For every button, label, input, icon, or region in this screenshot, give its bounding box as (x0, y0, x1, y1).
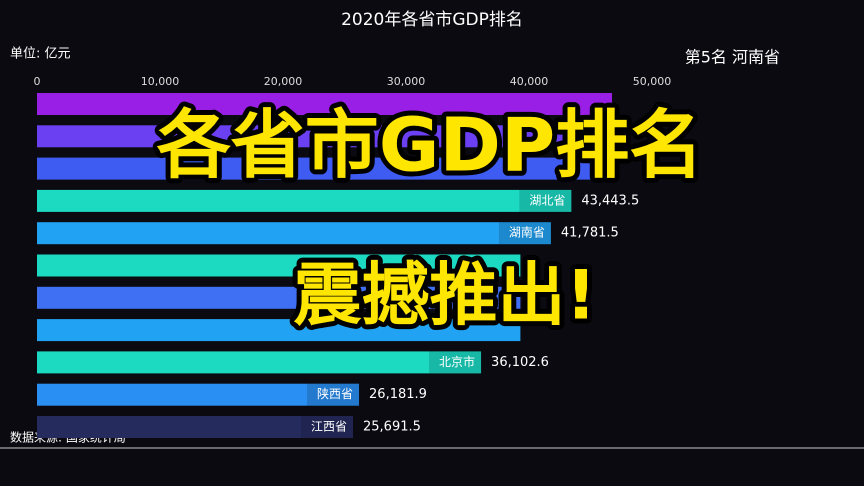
category-box (307, 383, 360, 406)
x-tick-label: 20,000 (264, 75, 303, 88)
category-box (301, 416, 354, 438)
bar (37, 254, 521, 277)
category-label: 湖南省 (509, 225, 545, 240)
value-label: 43,443.5 (581, 193, 639, 208)
bar (37, 286, 521, 309)
category-label: 北京市 (439, 354, 475, 369)
category-label: 湖北省 (529, 192, 565, 207)
value-label: 25,691.5 (363, 420, 421, 435)
x-tick-label: 40,000 (510, 75, 549, 88)
bar (37, 383, 360, 406)
category-box (498, 222, 551, 245)
bar (37, 157, 591, 180)
rank-label: 第5名 河南省 (685, 48, 780, 67)
chart-title: 2020年各省市GDP排名 (341, 10, 523, 30)
x-tick-label: 50,000 (633, 75, 672, 88)
bar (37, 416, 354, 438)
category-label: 陕西省 (317, 386, 353, 401)
bar (37, 125, 603, 148)
category-box (429, 351, 482, 374)
bar (37, 319, 521, 342)
bar (37, 351, 482, 374)
overlay-title: 各省市GDP排名 (157, 103, 703, 189)
bar (37, 93, 613, 115)
x-tick-label: 10,000 (141, 75, 180, 88)
overlay-subtitle: 震撼推出! (293, 257, 596, 336)
value-label: 36,102.6 (491, 355, 549, 370)
x-tick-label: 30,000 (387, 75, 426, 88)
x-tick-label: 0 (34, 75, 41, 88)
bar (37, 189, 572, 212)
category-box (519, 189, 572, 212)
bar (37, 222, 551, 245)
category-label: 江西省 (311, 420, 347, 434)
value-label: 41,781.5 (561, 226, 619, 241)
value-label: 26,181.9 (369, 387, 427, 402)
unit-label: 单位: 亿元 (10, 47, 71, 62)
